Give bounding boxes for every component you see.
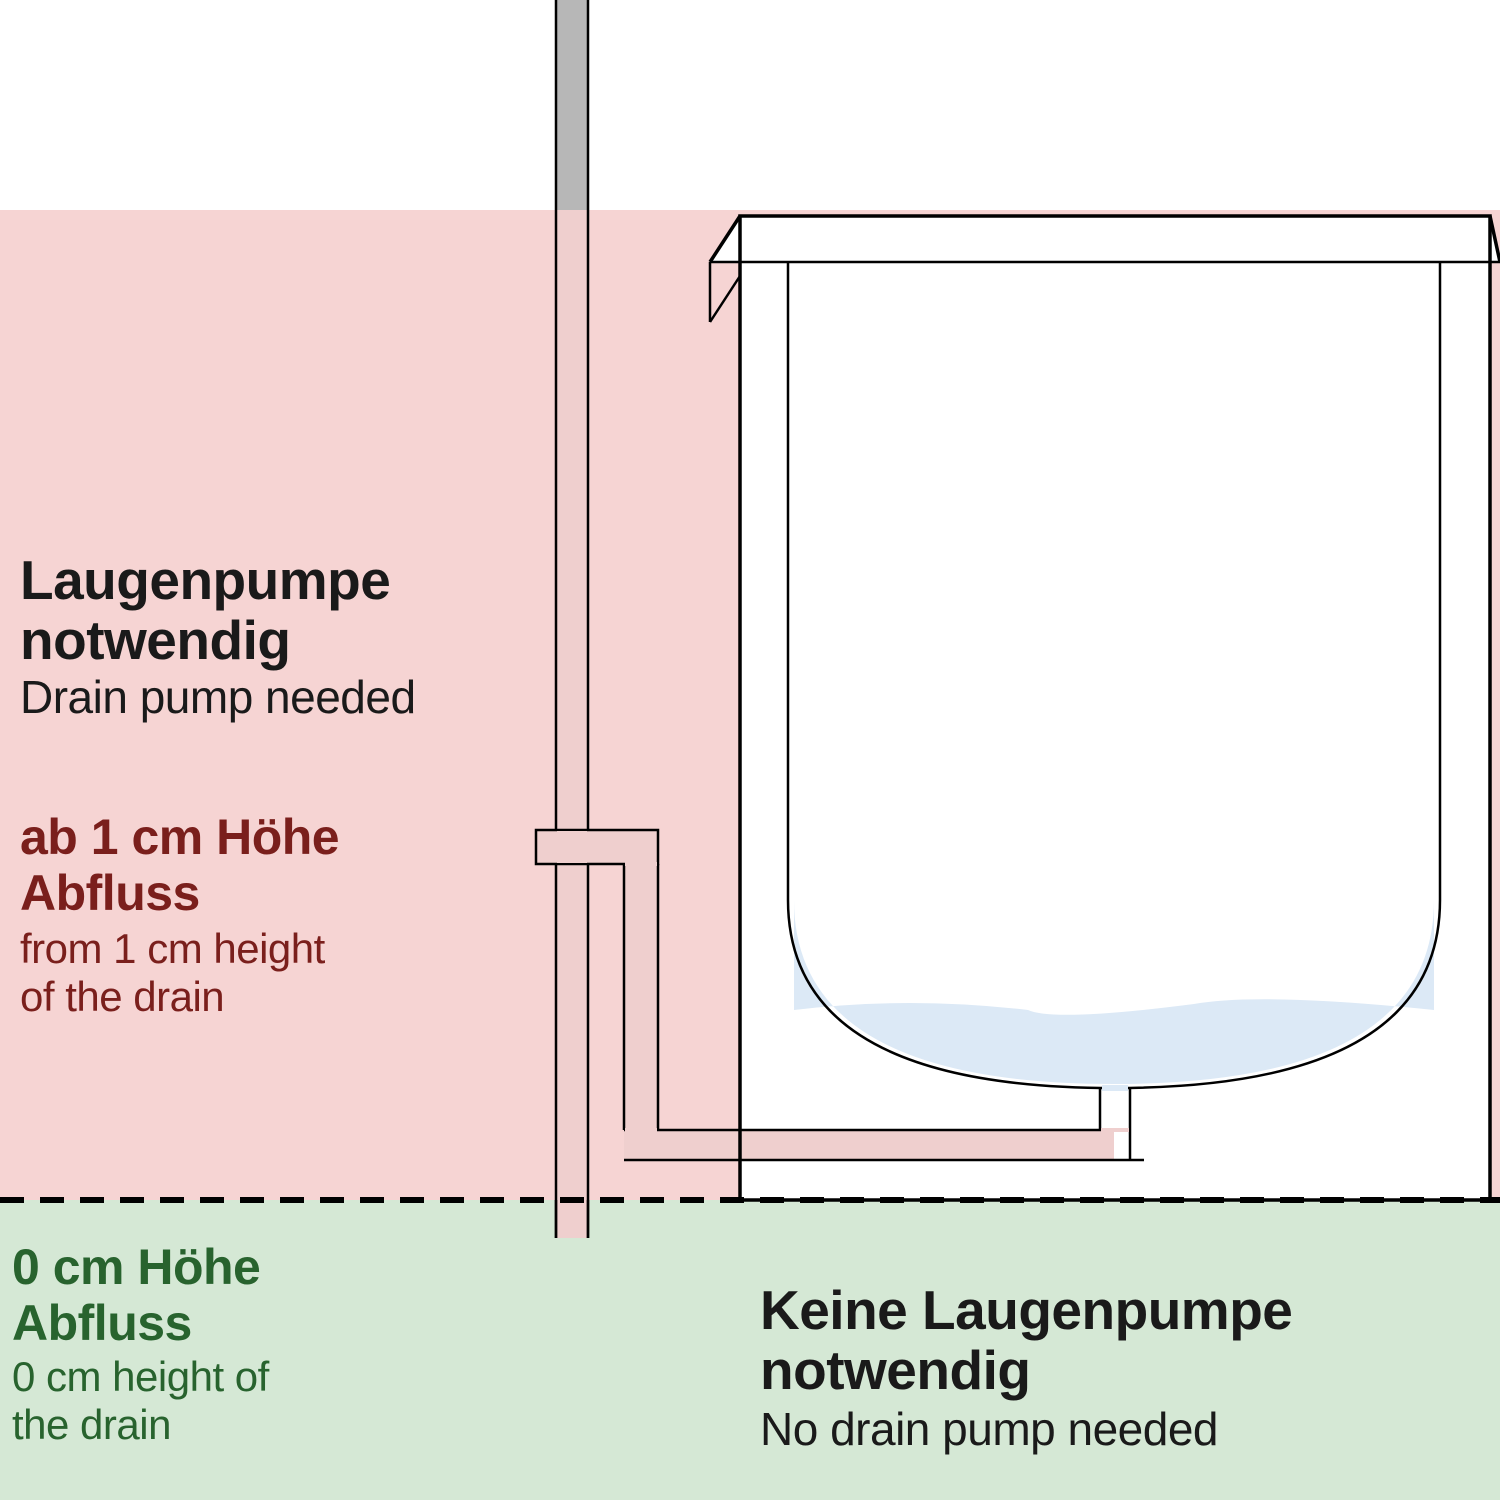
label-zero-height-de-2: Abfluss xyxy=(12,1296,192,1351)
label-no-pump-en: No drain pump needed xyxy=(760,1404,1218,1455)
label-zero-height-de-1: 0 cm Höhe xyxy=(12,1240,260,1295)
label-from-height-en-2: of the drain xyxy=(20,974,224,1020)
label-pump-needed-de-2: notwendig xyxy=(20,610,290,671)
label-zero-height-en-2: the drain xyxy=(12,1402,171,1448)
label-no-pump-de-2: notwendig xyxy=(760,1340,1030,1401)
label-zero-height-en-1: 0 cm height of xyxy=(12,1354,269,1400)
diagram-stage: Laugenpumpe notwendig Drain pump needed … xyxy=(0,0,1500,1500)
label-no-pump-de-1: Keine Laugenpumpe xyxy=(760,1280,1292,1341)
label-from-height-de-1: ab 1 cm Höhe xyxy=(20,810,339,865)
label-from-height-en-1: from 1 cm height xyxy=(20,926,325,972)
label-pump-needed-de-1: Laugenpumpe xyxy=(20,550,390,611)
label-pump-needed-en: Drain pump needed xyxy=(20,672,416,723)
label-from-height-de-2: Abfluss xyxy=(20,866,200,921)
